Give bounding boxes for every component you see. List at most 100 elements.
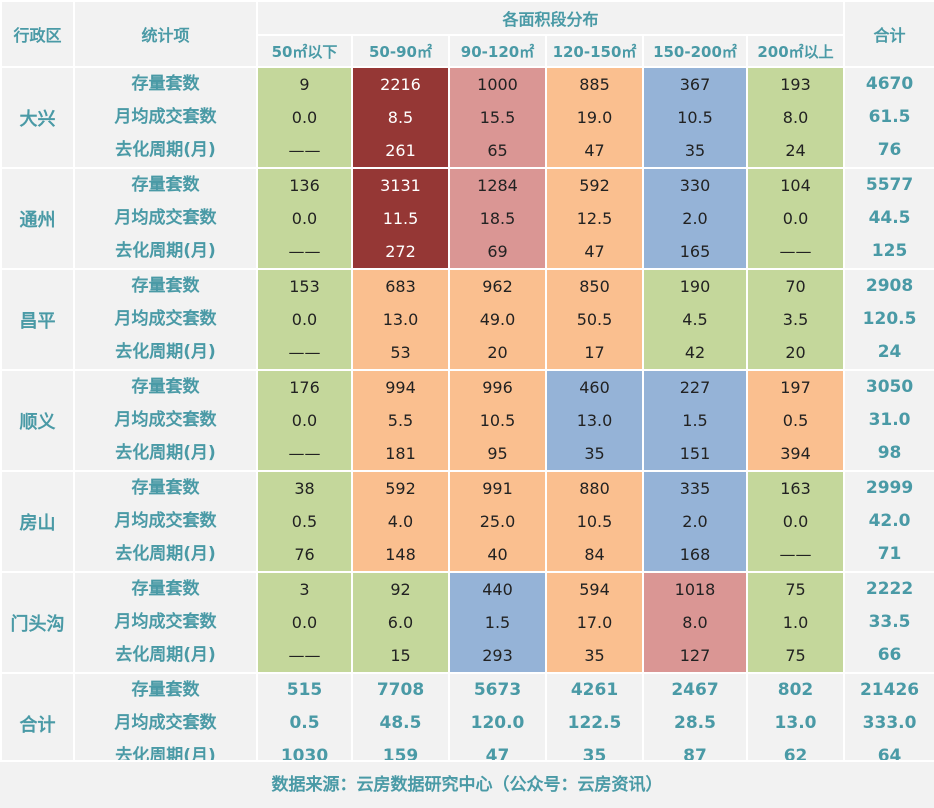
table-row: 门头沟 存量套数 月均成交套数 去化周期(月) 3 0.0 —— 92 6.0 15 440 1.5 2… [0,571,934,674]
total-value: 4670 [865,74,914,94]
table-row: 合计 存量套数 月均成交套数 去化周期(月) 515 0.5 1030 7708 48.5 159… [0,672,934,775]
cell-value: 168 [679,545,711,564]
cell-value: 880 [579,479,610,498]
cell-value: 176 [289,378,320,397]
cell-value: 20 [487,343,508,362]
cell-value: 136 [289,176,320,195]
value-cell: 991 25.0 40 [448,470,547,573]
column-header-5: 200㎡以上 [745,34,846,68]
cell-value: 592 [385,479,416,498]
total-cell: 2908 120.5 24 [843,268,934,371]
value-cell: 594 17.0 35 [545,571,644,674]
cell-value: 9 [299,75,310,94]
total-value: 76 [877,140,902,160]
stat-labels: 存量套数 月均成交套数 去化周期(月) [73,470,258,573]
cell-value: 293 [482,646,513,665]
value-cell: 2467 28.5 87 [642,672,748,775]
cell-value: 0.0 [782,209,809,228]
cell-value: —— [779,242,812,261]
total-header: 合计 [843,0,934,68]
cell-value: 15 [390,646,411,665]
cell-value: 10.5 [576,512,613,531]
stat-label: 存量套数 [131,478,200,498]
cell-value: 261 [385,141,416,160]
stat-label: 月均成交套数 [114,713,217,733]
total-value: 71 [877,544,902,564]
cell-value: —— [779,545,812,564]
total-cell: 3050 31.0 98 [843,369,934,472]
cell-value: 460 [579,378,610,397]
cell-value: 7708 [376,680,425,700]
cell-value: 190 [679,277,711,296]
stat-label: 月均成交套数 [114,309,217,329]
cell-value: 28.5 [674,713,716,733]
cell-value: 18.5 [479,209,516,228]
total-value: 33.5 [868,612,911,632]
value-cell: 3131 11.5 272 [351,167,450,270]
value-cell: 5673 120.0 47 [448,672,547,775]
stat-label: 存量套数 [131,680,200,700]
cell-value: 1.5 [484,613,511,632]
cell-value: 47 [584,242,605,261]
data-source-footer: 数据来源：云房数据研究中心（公众号：云房资讯） [0,760,934,808]
cell-value: 1018 [674,580,716,599]
cell-value: —— [288,242,321,261]
district-header: 行政区 [0,0,75,68]
value-cell: 440 1.5 293 [448,571,547,674]
value-cell: 38 0.5 76 [256,470,353,573]
cell-value: 335 [679,479,711,498]
cell-value: 17 [584,343,605,362]
table-row: 房山 存量套数 月均成交套数 去化周期(月) 38 0.5 76 592 4.0 148 991 25… [0,470,934,573]
cell-value: 20 [785,343,806,362]
cell-value: 53 [390,343,411,362]
stat-label: 月均成交套数 [114,511,217,531]
value-cell: 996 10.5 95 [448,369,547,472]
value-cell: 330 2.0 165 [642,167,748,270]
total-cell: 4670 61.5 76 [843,66,934,169]
cell-value: 2.0 [682,512,708,531]
stat-label: 存量套数 [131,579,200,599]
value-cell: 163 0.0 —— [745,470,846,573]
value-cell: 7708 48.5 159 [351,672,450,775]
cell-value: 594 [579,580,610,599]
cell-value: 2.0 [682,209,708,228]
cell-value: 1000 [477,75,518,94]
total-value: 31.0 [868,410,911,430]
value-cell: 104 0.0 —— [745,167,846,270]
value-cell: 460 13.0 35 [545,369,644,472]
cell-value: 515 [286,680,323,700]
total-value: 2999 [865,478,914,498]
cell-value: 0.0 [291,411,318,430]
cell-value: 17.0 [576,613,613,632]
cell-value: 3131 [380,176,421,195]
value-cell: 962 49.0 20 [448,268,547,371]
value-cell: 190 4.5 42 [642,268,748,371]
cell-value: 996 [482,378,513,397]
value-cell: 592 12.5 47 [545,167,644,270]
cell-value: 104 [780,176,811,195]
cell-value: 49.0 [479,310,516,329]
cell-value: 0.0 [291,613,318,632]
stat-labels: 存量套数 月均成交套数 去化周期(月) [73,167,258,270]
stat-label: 月均成交套数 [114,612,217,632]
cell-value: 1.0 [782,613,809,632]
cell-value: 197 [780,378,811,397]
district-name: 门头沟 [0,571,75,674]
cell-value: 127 [679,646,711,665]
cell-value: 592 [579,176,610,195]
value-cell: 153 0.0 —— [256,268,353,371]
value-cell: 367 10.5 35 [642,66,748,169]
cell-value: 25.0 [479,512,516,531]
cell-value: 8.5 [387,108,414,127]
cell-value: 24 [785,141,806,160]
district-name: 通州 [0,167,75,270]
cell-value: 802 [777,680,814,700]
value-cell: 850 50.5 17 [545,268,644,371]
total-value: 61.5 [868,107,911,127]
value-cell: 880 10.5 84 [545,470,644,573]
cell-value: 84 [584,545,605,564]
cell-value: 683 [385,277,416,296]
cell-value: 163 [780,479,811,498]
cell-value: 850 [579,277,610,296]
